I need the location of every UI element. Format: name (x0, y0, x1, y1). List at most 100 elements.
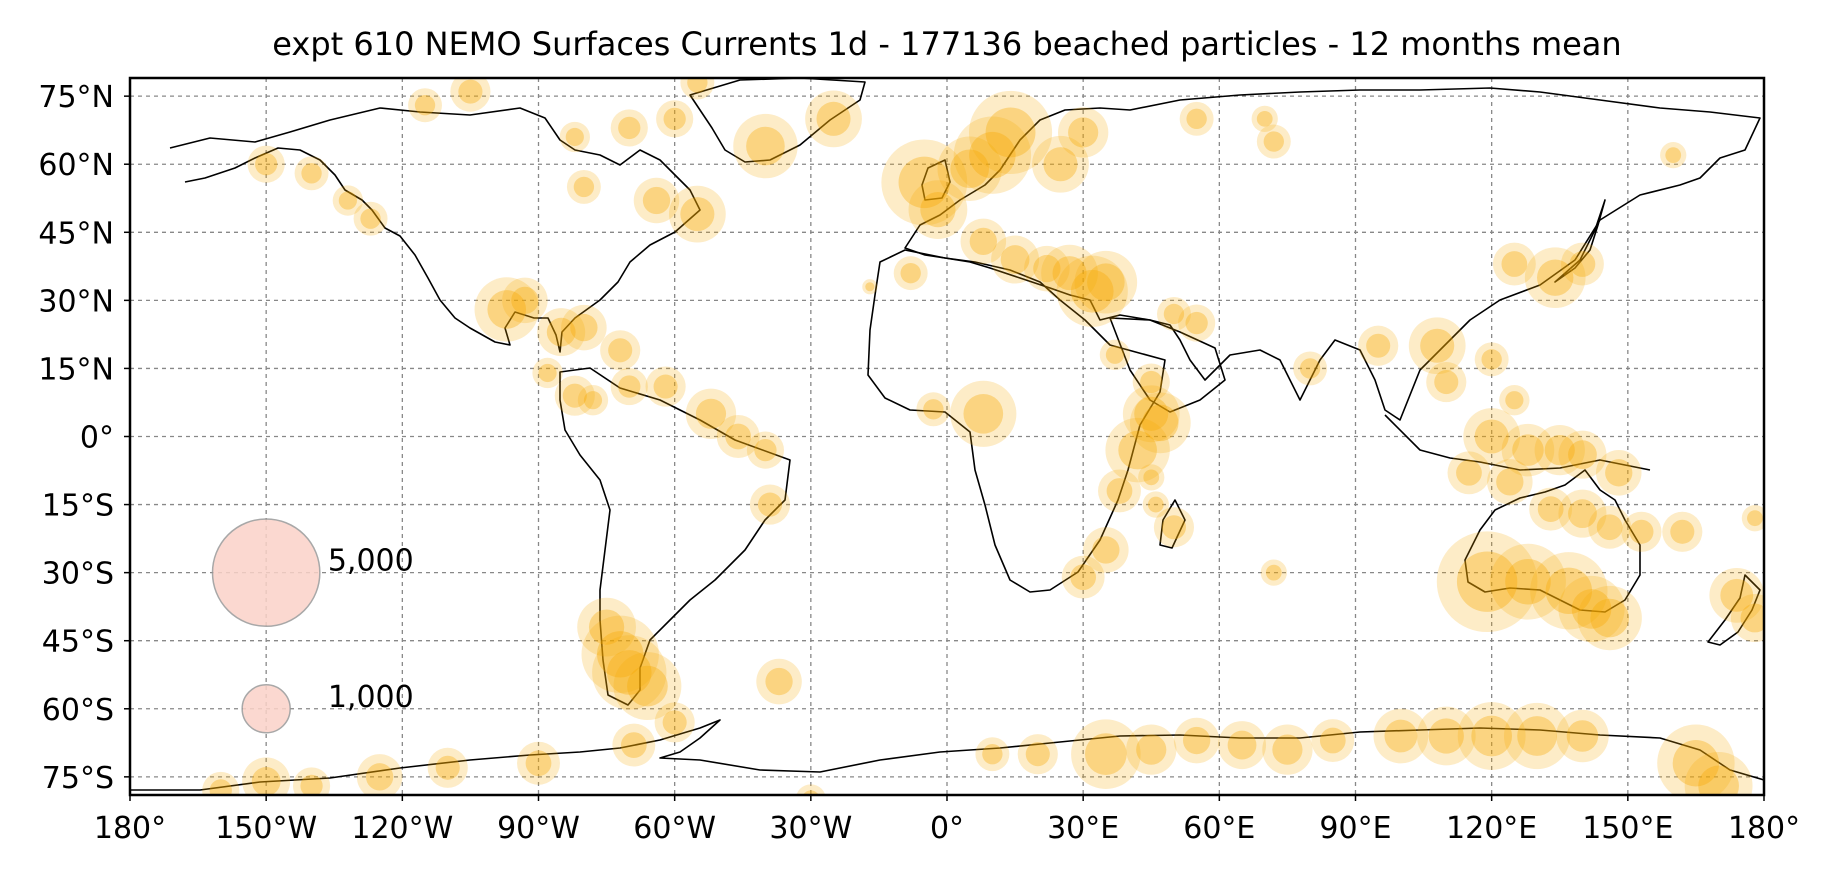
x-tick-label: 30°E (1047, 811, 1119, 846)
particle-marker-core (1185, 311, 1208, 335)
particle-marker (685, 388, 737, 439)
coastline-indonesia (1384, 414, 1651, 471)
x-tick-label: 0° (930, 811, 964, 846)
particle-marker (968, 90, 1053, 175)
particle-marker (1490, 543, 1566, 620)
coastline-madagascar (1159, 499, 1186, 549)
particle-marker (1534, 424, 1585, 476)
particle-marker-core (1428, 718, 1464, 754)
particle-marker-core (680, 197, 715, 232)
particle-marker (1457, 702, 1526, 770)
particle-marker (242, 757, 291, 795)
x-tick-label: 180° (1728, 811, 1800, 846)
legend-marker-1000 (241, 684, 291, 734)
coastline-greenland (689, 78, 866, 163)
particle-marker-core (1070, 564, 1097, 591)
particle-marker-core (1665, 147, 1682, 164)
particle-marker (975, 737, 1010, 772)
particle-marker-core (1000, 245, 1030, 274)
particle-marker (633, 177, 680, 224)
particle-marker-core (1629, 519, 1654, 544)
particle-marker-core (963, 393, 1004, 434)
particle-marker (1373, 708, 1429, 764)
beached-particle-markers (202, 78, 1764, 795)
particle-marker (1560, 242, 1604, 286)
particle-marker-core (950, 149, 990, 189)
particle-marker-core (1143, 469, 1160, 486)
particle-marker (566, 169, 601, 204)
legend-label-5000: 5,000 (328, 544, 414, 579)
legend-label-1000: 1,000 (328, 680, 414, 715)
particle-marker-core (757, 492, 783, 517)
particle-marker-core (746, 126, 785, 166)
particle-marker (908, 180, 968, 239)
y-tick-label: 15°S (42, 489, 114, 524)
particle-marker (881, 139, 968, 226)
particle-marker-core (1517, 716, 1557, 756)
particle-marker-core (969, 131, 1016, 179)
particle-marker (756, 658, 802, 705)
particle-marker (1293, 351, 1328, 386)
particle-marker-core (251, 766, 281, 795)
particle-marker (749, 484, 791, 525)
particle-marker (796, 784, 826, 795)
particle-marker-core (583, 391, 603, 410)
particle-marker-core (1590, 598, 1629, 638)
particle-marker-core (458, 79, 483, 104)
particle-marker-core (1092, 536, 1120, 564)
x-tick-label: 120°W (351, 811, 453, 846)
particle-marker (1132, 363, 1170, 401)
particle-marker-core (1496, 468, 1524, 496)
particle-marker (1260, 559, 1287, 586)
particle-marker-core (360, 208, 381, 229)
particle-marker (202, 771, 240, 795)
particle-marker (746, 431, 785, 469)
x-tick-label: 60°E (1183, 811, 1255, 846)
particle-marker-core (1384, 719, 1418, 753)
particle-marker (1499, 385, 1530, 416)
y-tick-label: 75°S (42, 761, 114, 796)
particle-marker (292, 767, 331, 795)
particle-marker (353, 201, 388, 236)
particle-marker-core (1265, 564, 1282, 581)
particle-marker (654, 702, 695, 743)
particle-marker (408, 88, 442, 123)
y-tick-label: 30°S (42, 557, 114, 592)
x-tick-label: 150°E (1582, 811, 1673, 846)
particle-marker (1492, 242, 1536, 286)
particle-marker (600, 330, 641, 371)
particle-marker (1558, 489, 1607, 538)
particle-marker-core (1698, 765, 1739, 795)
legend-marker-5000 (211, 518, 321, 628)
particle-marker (610, 109, 648, 147)
particle-marker-core (1605, 459, 1633, 487)
particle-marker-core (1536, 259, 1574, 296)
particle-marker (1173, 717, 1220, 764)
particle-marker-core (1420, 328, 1455, 363)
particle-marker-core (301, 163, 322, 184)
y-axis-ticks: 75°N 60°N 45°N 30°N 15°N 0° 15°S 30°S 45°S 60°S 75… (38, 80, 130, 796)
particle-marker (1262, 724, 1313, 775)
particle-marker (247, 145, 285, 183)
particle-marker-core (1474, 419, 1509, 454)
particle-marker-core (695, 398, 727, 429)
particle-marker-core (1227, 730, 1257, 760)
particle-marker-core (1366, 333, 1391, 358)
particle-marker-core (1434, 369, 1459, 395)
particle-marker-core (1545, 567, 1593, 615)
particle-marker (356, 754, 403, 795)
particle-marker (1684, 751, 1753, 795)
particle-marker-core (1134, 396, 1169, 431)
coastline-eurasia (904, 87, 1761, 421)
particle-marker (862, 279, 878, 295)
particle-marker-core (1299, 358, 1321, 379)
particle-marker (1032, 135, 1089, 193)
particle-marker (1595, 450, 1642, 496)
particle-marker (332, 185, 364, 216)
particle-marker-core (1136, 734, 1167, 765)
x-tick-label: 150°W (215, 811, 317, 846)
particle-marker-core (663, 107, 686, 130)
particle-marker (950, 380, 1017, 447)
x-tick-label: 60°W (633, 811, 716, 846)
particle-marker (1662, 511, 1703, 552)
